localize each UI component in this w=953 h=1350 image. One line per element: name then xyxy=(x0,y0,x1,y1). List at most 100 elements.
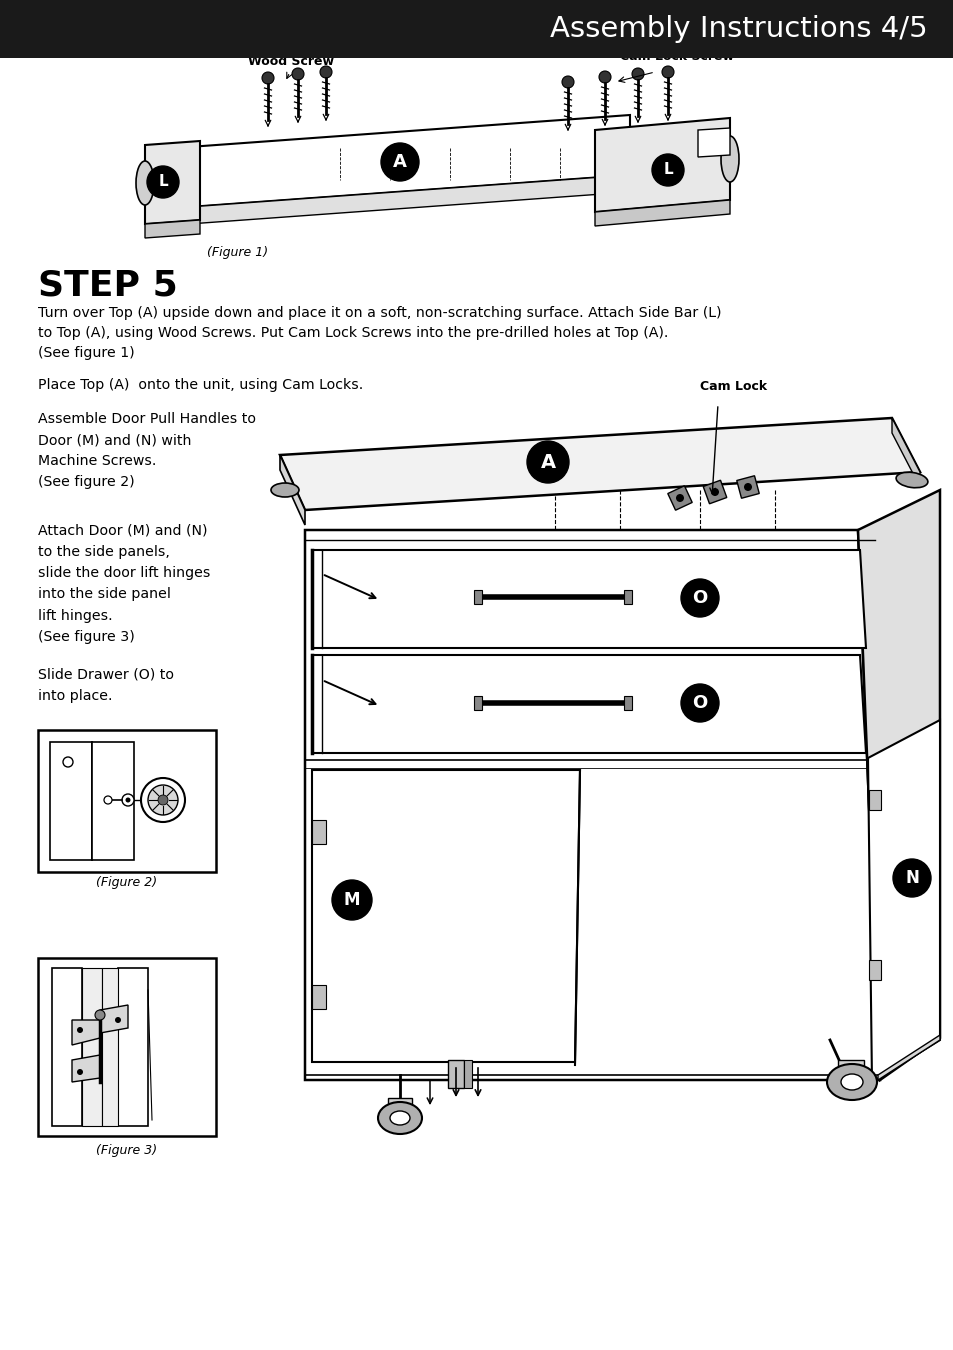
Circle shape xyxy=(141,778,185,822)
Circle shape xyxy=(158,795,168,805)
Circle shape xyxy=(115,1017,121,1023)
Polygon shape xyxy=(71,1021,100,1045)
Circle shape xyxy=(148,784,178,815)
Bar xyxy=(82,968,102,1126)
Polygon shape xyxy=(595,200,729,225)
Circle shape xyxy=(526,441,568,483)
Circle shape xyxy=(598,72,610,82)
Text: Place Top (A)  onto the unit, using Cam Locks.: Place Top (A) onto the unit, using Cam L… xyxy=(38,378,363,392)
Text: A: A xyxy=(539,452,555,471)
Ellipse shape xyxy=(895,472,927,487)
Polygon shape xyxy=(280,418,919,510)
Circle shape xyxy=(680,684,719,722)
Polygon shape xyxy=(698,128,729,157)
Bar xyxy=(312,819,326,844)
Text: Cam Lock: Cam Lock xyxy=(700,379,766,393)
Circle shape xyxy=(319,66,332,78)
Circle shape xyxy=(126,798,131,802)
Circle shape xyxy=(104,796,112,805)
Text: (Figure 1): (Figure 1) xyxy=(207,246,269,259)
Polygon shape xyxy=(100,1004,128,1033)
Ellipse shape xyxy=(841,1075,862,1089)
Circle shape xyxy=(77,1069,83,1075)
Polygon shape xyxy=(312,549,865,648)
Polygon shape xyxy=(867,720,939,1081)
Circle shape xyxy=(262,72,274,84)
Polygon shape xyxy=(312,769,579,1062)
Text: Cam Lock Screw: Cam Lock Screw xyxy=(619,50,733,63)
Circle shape xyxy=(892,859,930,896)
Circle shape xyxy=(661,66,673,78)
Polygon shape xyxy=(891,418,919,487)
Text: L: L xyxy=(662,162,672,177)
Polygon shape xyxy=(736,475,759,498)
Polygon shape xyxy=(305,531,879,1080)
Bar xyxy=(312,986,326,1008)
Polygon shape xyxy=(145,220,200,238)
Circle shape xyxy=(651,154,683,186)
Text: (Figure 3): (Figure 3) xyxy=(96,1143,157,1157)
Circle shape xyxy=(122,794,133,806)
Polygon shape xyxy=(71,1054,100,1081)
Circle shape xyxy=(561,76,574,88)
Circle shape xyxy=(631,68,643,80)
Text: Assemble Door Pull Handles to
Door (M) and (N) with
Machine Screws.
(See figure : Assemble Door Pull Handles to Door (M) a… xyxy=(38,412,255,490)
Bar xyxy=(463,1060,472,1088)
Bar xyxy=(0,0,953,58)
Bar xyxy=(38,730,215,872)
Bar xyxy=(102,968,118,1126)
Circle shape xyxy=(380,143,418,181)
Polygon shape xyxy=(145,140,200,224)
Ellipse shape xyxy=(390,1111,410,1125)
Circle shape xyxy=(292,68,304,80)
Bar xyxy=(91,743,133,860)
Bar xyxy=(448,1060,463,1088)
Circle shape xyxy=(95,1010,105,1021)
Ellipse shape xyxy=(377,1102,421,1134)
Circle shape xyxy=(332,880,372,919)
Polygon shape xyxy=(280,455,305,525)
Polygon shape xyxy=(312,655,865,753)
Text: N: N xyxy=(904,869,918,887)
Text: O: O xyxy=(692,589,707,608)
Text: Turn over Top (A) upside down and place it on a soft, non-scratching surface. At: Turn over Top (A) upside down and place … xyxy=(38,306,720,360)
Text: M: M xyxy=(343,891,360,909)
Bar xyxy=(388,1098,412,1110)
Polygon shape xyxy=(595,117,729,212)
Text: A: A xyxy=(393,153,407,171)
Text: Slide Drawer (O) to
into place.: Slide Drawer (O) to into place. xyxy=(38,668,173,703)
Bar xyxy=(474,697,481,710)
Text: (Figure 2): (Figure 2) xyxy=(96,876,157,890)
Circle shape xyxy=(676,494,683,502)
Bar xyxy=(474,590,481,603)
Circle shape xyxy=(680,579,719,617)
Circle shape xyxy=(743,483,751,491)
Bar xyxy=(50,743,91,860)
Text: Assembly Instructions 4/5: Assembly Instructions 4/5 xyxy=(550,15,927,43)
Ellipse shape xyxy=(136,161,153,205)
Ellipse shape xyxy=(271,483,298,497)
Polygon shape xyxy=(667,486,692,510)
Bar xyxy=(38,958,215,1135)
Text: Attach Door (M) and (N)
to the side panels,
slide the door lift hinges
into the : Attach Door (M) and (N) to the side pane… xyxy=(38,524,211,644)
Circle shape xyxy=(710,487,719,495)
Text: O: O xyxy=(692,694,707,711)
Text: Wood Screw: Wood Screw xyxy=(248,55,334,68)
Polygon shape xyxy=(702,481,726,504)
Bar xyxy=(868,960,880,980)
Bar xyxy=(868,790,880,810)
Bar xyxy=(118,968,148,1126)
Polygon shape xyxy=(174,115,629,208)
Circle shape xyxy=(147,166,179,198)
Text: STEP 5: STEP 5 xyxy=(38,269,177,302)
Polygon shape xyxy=(174,176,629,225)
Circle shape xyxy=(63,757,73,767)
Polygon shape xyxy=(877,1035,939,1080)
Bar xyxy=(623,590,631,603)
Text: L: L xyxy=(158,174,168,189)
Bar xyxy=(623,697,631,710)
Circle shape xyxy=(77,1027,83,1033)
Polygon shape xyxy=(857,490,939,1080)
Ellipse shape xyxy=(826,1064,876,1100)
Ellipse shape xyxy=(720,136,739,182)
